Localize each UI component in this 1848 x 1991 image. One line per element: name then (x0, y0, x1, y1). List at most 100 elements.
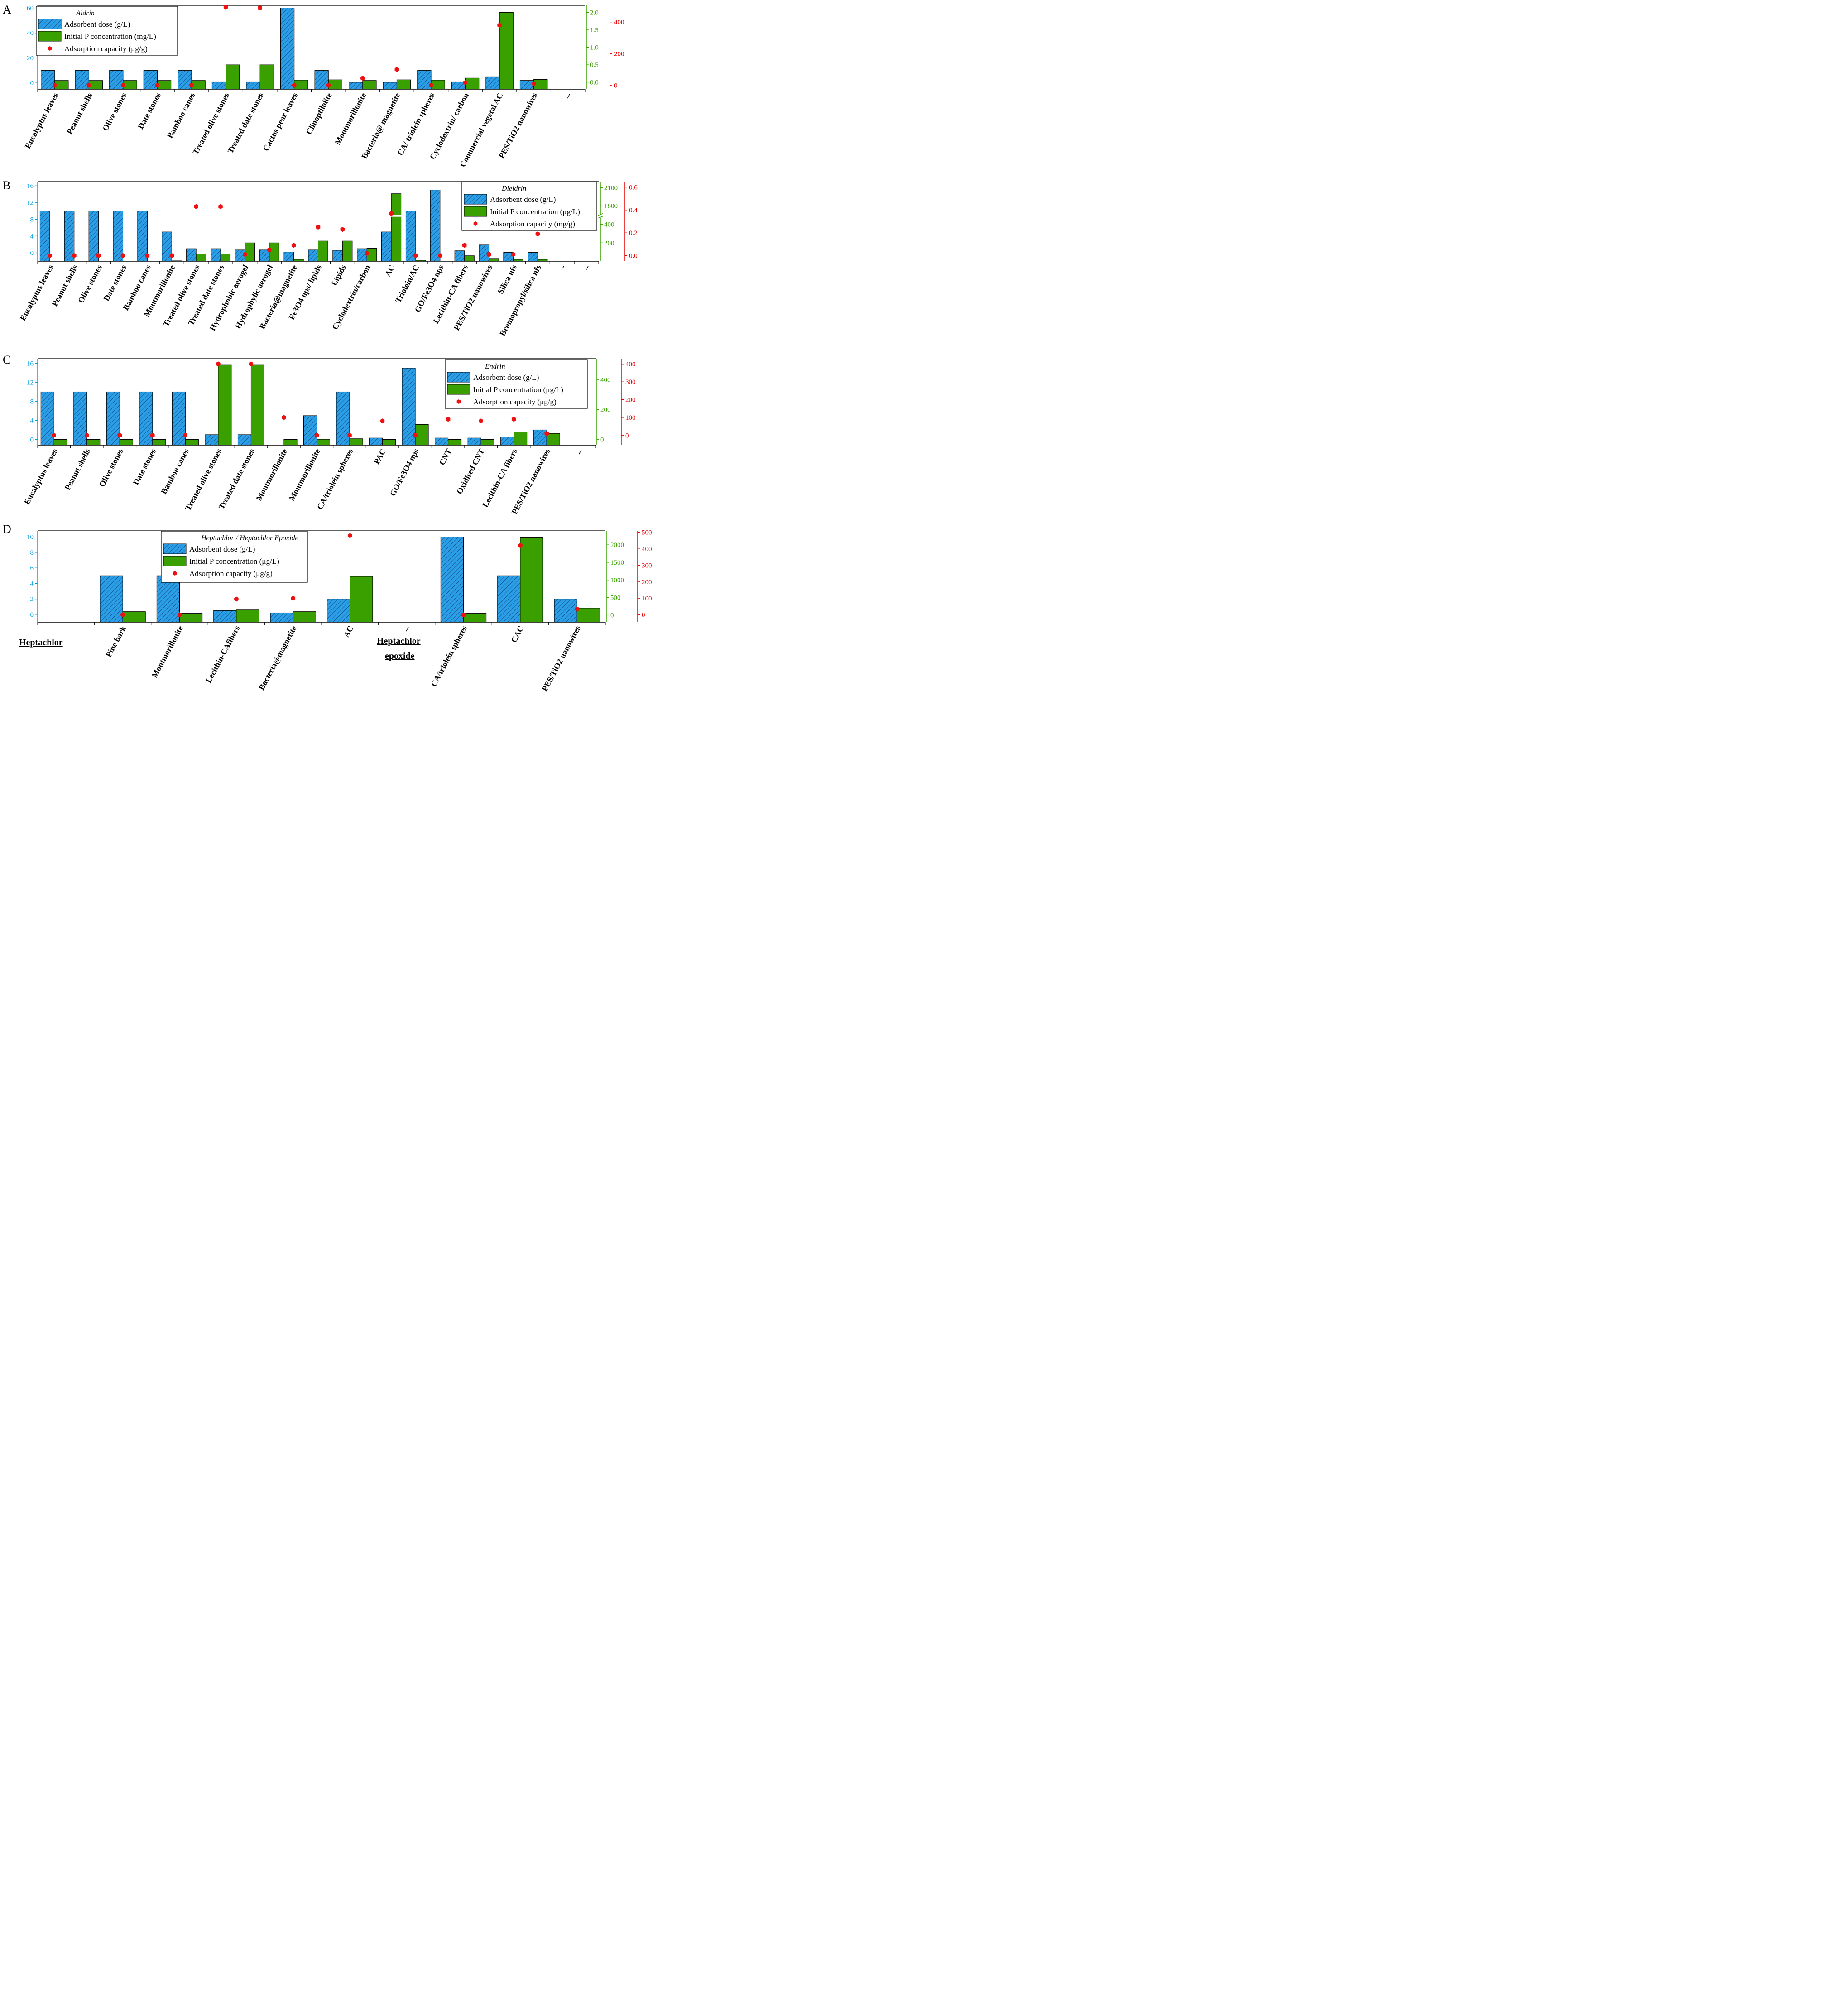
left-tick-label: 10 (27, 534, 34, 541)
legend-conc-swatch (163, 556, 187, 566)
conc-bar (119, 439, 133, 446)
category-label: Peanut shells (62, 447, 92, 491)
capacity-point (380, 418, 385, 424)
dose-bar (440, 537, 464, 623)
conc-tick-label: 1500 (610, 559, 624, 566)
capacity-point (291, 243, 296, 248)
capacity-point (511, 252, 516, 257)
capacity-point (194, 204, 198, 209)
category-label: Treated olive stones (191, 91, 231, 156)
conc-bar (218, 364, 232, 446)
conc-bar (415, 424, 429, 446)
capacity-point (96, 253, 101, 258)
capacity-point (360, 76, 365, 81)
category-label: Date stones (136, 91, 163, 130)
conc-bar (576, 608, 600, 623)
cap-tick-label: 0.2 (629, 230, 638, 237)
dose-bar (336, 391, 350, 446)
capacity-point (72, 253, 77, 258)
legend-dose-label: Adsorbent dose (g/L) (490, 195, 556, 204)
capacity-point (249, 361, 254, 367)
capacity-point (365, 250, 369, 256)
conc-bar (513, 259, 523, 262)
capacity-point (486, 252, 491, 257)
category-label: Bacteria@ magnetite (360, 91, 402, 160)
dose-bar (528, 252, 538, 262)
conc-bar (499, 12, 514, 90)
capacity-point (216, 361, 221, 367)
capacity-point (52, 432, 56, 438)
legend-conc-swatch (464, 206, 487, 217)
category-label: PES/TiO2 nanowires (510, 447, 552, 515)
dose-bar (178, 70, 192, 90)
conc-tick-label: 500 (610, 595, 621, 602)
conc-bar (317, 439, 331, 446)
dose-bar (64, 211, 75, 262)
group-label-heptachlor: Heptachlor (19, 638, 63, 648)
dose-bar (405, 211, 416, 262)
conc-tick-label: 1000 (610, 577, 624, 584)
capacity-point (326, 82, 331, 88)
category-label: Montmorillonite (287, 447, 322, 502)
category-label: CA/triolein spheres (315, 447, 355, 511)
category-label: Peanut shells (65, 91, 94, 135)
dose-bar (213, 610, 237, 623)
conc-bar (350, 576, 373, 623)
category-label: Olive stones (101, 91, 128, 132)
category-label: Treated date stones (226, 91, 265, 154)
conc-bar (465, 77, 480, 90)
category-label: -- (401, 624, 412, 633)
dose-bar (210, 248, 221, 262)
cap-tick-label: 100 (642, 595, 652, 602)
legend-conc-label: Initial P concentration (μg/L) (490, 207, 580, 216)
cap-tick-label: 0.6 (629, 184, 638, 192)
category-label: Bacteria@magnetite (257, 624, 298, 691)
category-label: Montmorillonite (333, 91, 368, 146)
dose-bar (137, 211, 148, 262)
legend-dose-swatch (447, 372, 470, 383)
capacity-point (389, 211, 394, 216)
conc-bar (220, 254, 231, 262)
capacity-point (121, 82, 125, 88)
cap-tick-label: 0 (625, 432, 629, 439)
category-label: Peanut shells (50, 263, 79, 307)
dose-bar (100, 575, 123, 623)
left-tick-label: 0 (30, 611, 34, 619)
axis-break-mark (598, 213, 603, 216)
cap-tick-label: 400 (625, 361, 636, 368)
dose-bar (283, 252, 294, 262)
conc-tick-label: 2.0 (590, 9, 599, 16)
category-label: Montmorillonite (254, 447, 289, 502)
conc-bar (86, 439, 101, 446)
capacity-point (120, 253, 125, 258)
legend-cap-marker (473, 221, 478, 226)
legend-conc-swatch (447, 384, 470, 395)
legend-cap-marker (48, 46, 52, 51)
capacity-point (535, 231, 540, 237)
dose-bar (109, 70, 124, 90)
conc-bar (514, 432, 528, 446)
legend-dose-label: Adsorbent dose (g/L) (189, 545, 255, 553)
cap-tick-label: 300 (642, 562, 652, 569)
category-label: PAC (372, 447, 388, 465)
conc-bar (245, 242, 255, 262)
dose-bar (41, 70, 55, 90)
left-tick-label: 60 (27, 5, 34, 12)
conc-tick-label: 400 (600, 376, 611, 384)
category-label: Lecithin-CAfibers (204, 624, 241, 684)
axis-break-gap (599, 214, 602, 218)
category-label: Olive stones (97, 447, 125, 488)
category-label: PES/TiO2 nanowires (497, 91, 539, 159)
panel-c-endrin-chart: 0 4 8 12 16 0 200 400 0 100 200 300 400 Eucalyptus le… (22, 358, 636, 516)
dose-bar (259, 249, 270, 262)
category-label: Bamboo canes (159, 447, 191, 495)
capacity-point (340, 227, 345, 232)
capacity-point (413, 253, 418, 258)
category-label: Eucalyptus leaves (22, 447, 59, 506)
dose-bar (554, 599, 577, 623)
category-label: Treated olive stones (183, 447, 224, 512)
capacity-point (189, 82, 194, 88)
capacity-point (117, 432, 122, 438)
conc-bar (318, 240, 328, 262)
capacity-point (183, 432, 188, 438)
